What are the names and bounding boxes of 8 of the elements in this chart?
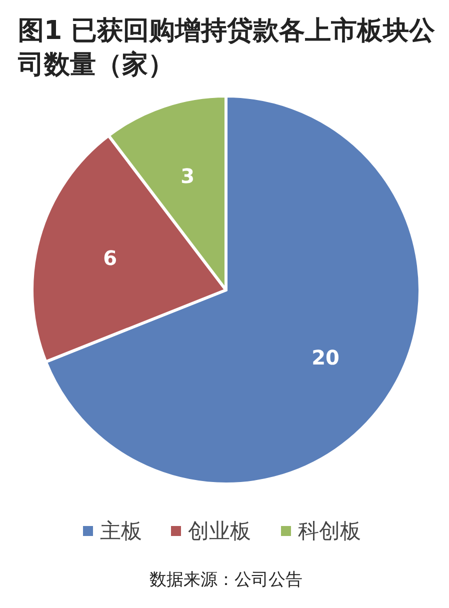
legend-label: 创业板	[188, 519, 251, 543]
legend-label: 科创板	[298, 519, 361, 543]
source-note: 数据来源：公司公告	[150, 570, 302, 590]
legend-label: 主板	[100, 519, 142, 543]
data-label: 20	[312, 346, 340, 370]
chart-title: 图1 已获回购增持贷款各上市板块公司数量（家）	[18, 15, 436, 82]
data-label: 6	[103, 246, 118, 270]
data-label: 3	[180, 164, 195, 188]
